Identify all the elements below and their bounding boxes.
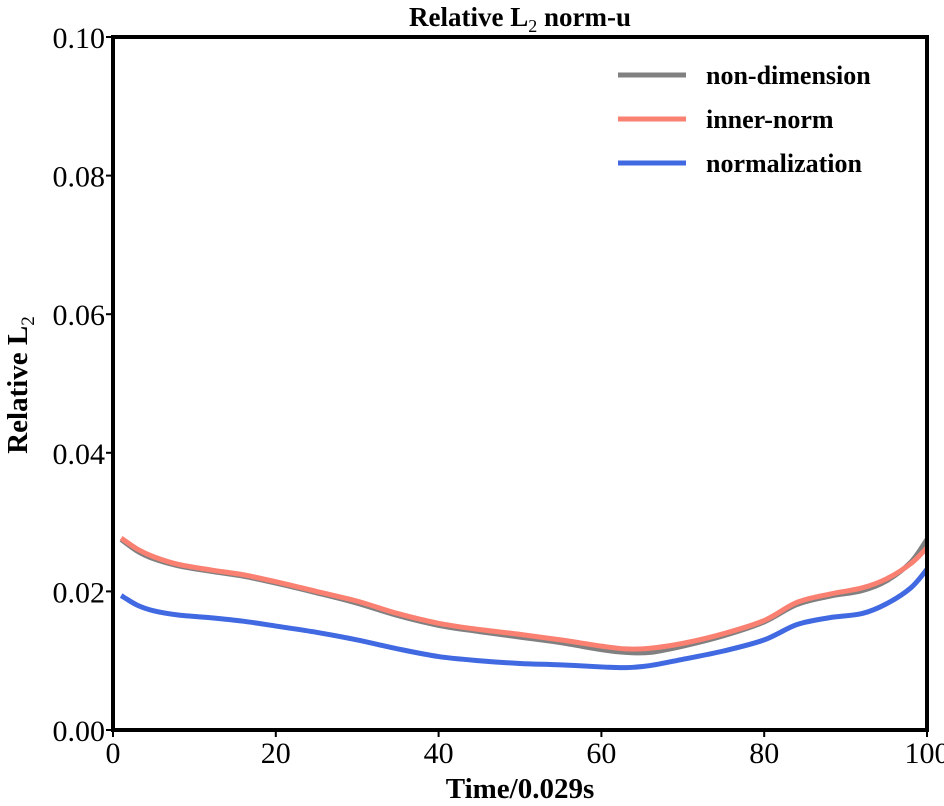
x-tick-label: 0 xyxy=(106,737,121,770)
axis-ticks: 0 20 40 60 80 100 0.00 0.02 0.04 0.06 0.08 0.10 xyxy=(53,22,944,770)
x-tick-label: 20 xyxy=(261,737,291,770)
y-axis-label-subscript: 2 xyxy=(18,316,39,326)
y-tick-label: 0.00 xyxy=(53,715,106,748)
chart-title-subscript: 2 xyxy=(528,16,537,36)
x-tick-label: 80 xyxy=(749,737,779,770)
y-tick-label: 0.04 xyxy=(53,438,106,471)
legend-label: non-dimension xyxy=(706,61,871,90)
x-tick-label: 60 xyxy=(586,737,616,770)
x-tick-label: 40 xyxy=(424,737,454,770)
plot-frame xyxy=(111,35,929,732)
legend-label: normalization xyxy=(706,149,863,178)
y-tick-label: 0.08 xyxy=(53,161,106,194)
series-lines xyxy=(119,535,930,671)
legend-label: inner-norm xyxy=(706,105,834,134)
legend: non-dimension inner-norm normalization xyxy=(618,61,871,178)
y-tick-label: 0.06 xyxy=(53,299,106,332)
series-line-inner-norm xyxy=(119,535,929,652)
series-line-normalization xyxy=(119,567,929,671)
x-axis-label: Time/0.029s xyxy=(446,773,595,805)
chart-title: Relative L2 norm-u xyxy=(409,2,631,36)
y-tick-label: 0.02 xyxy=(53,576,106,609)
y-tick-label: 0.10 xyxy=(53,22,106,55)
y-axis-label: Relative L2 xyxy=(2,316,39,454)
x-tick-label: 100 xyxy=(905,737,944,770)
